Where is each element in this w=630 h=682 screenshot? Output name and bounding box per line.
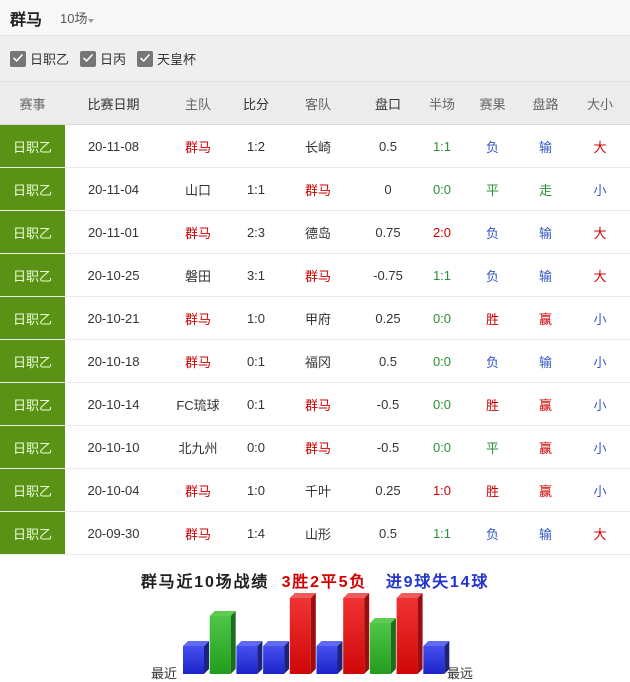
svg-text:最近: 最近	[151, 666, 177, 681]
svg-text:最远: 最远	[447, 666, 473, 681]
